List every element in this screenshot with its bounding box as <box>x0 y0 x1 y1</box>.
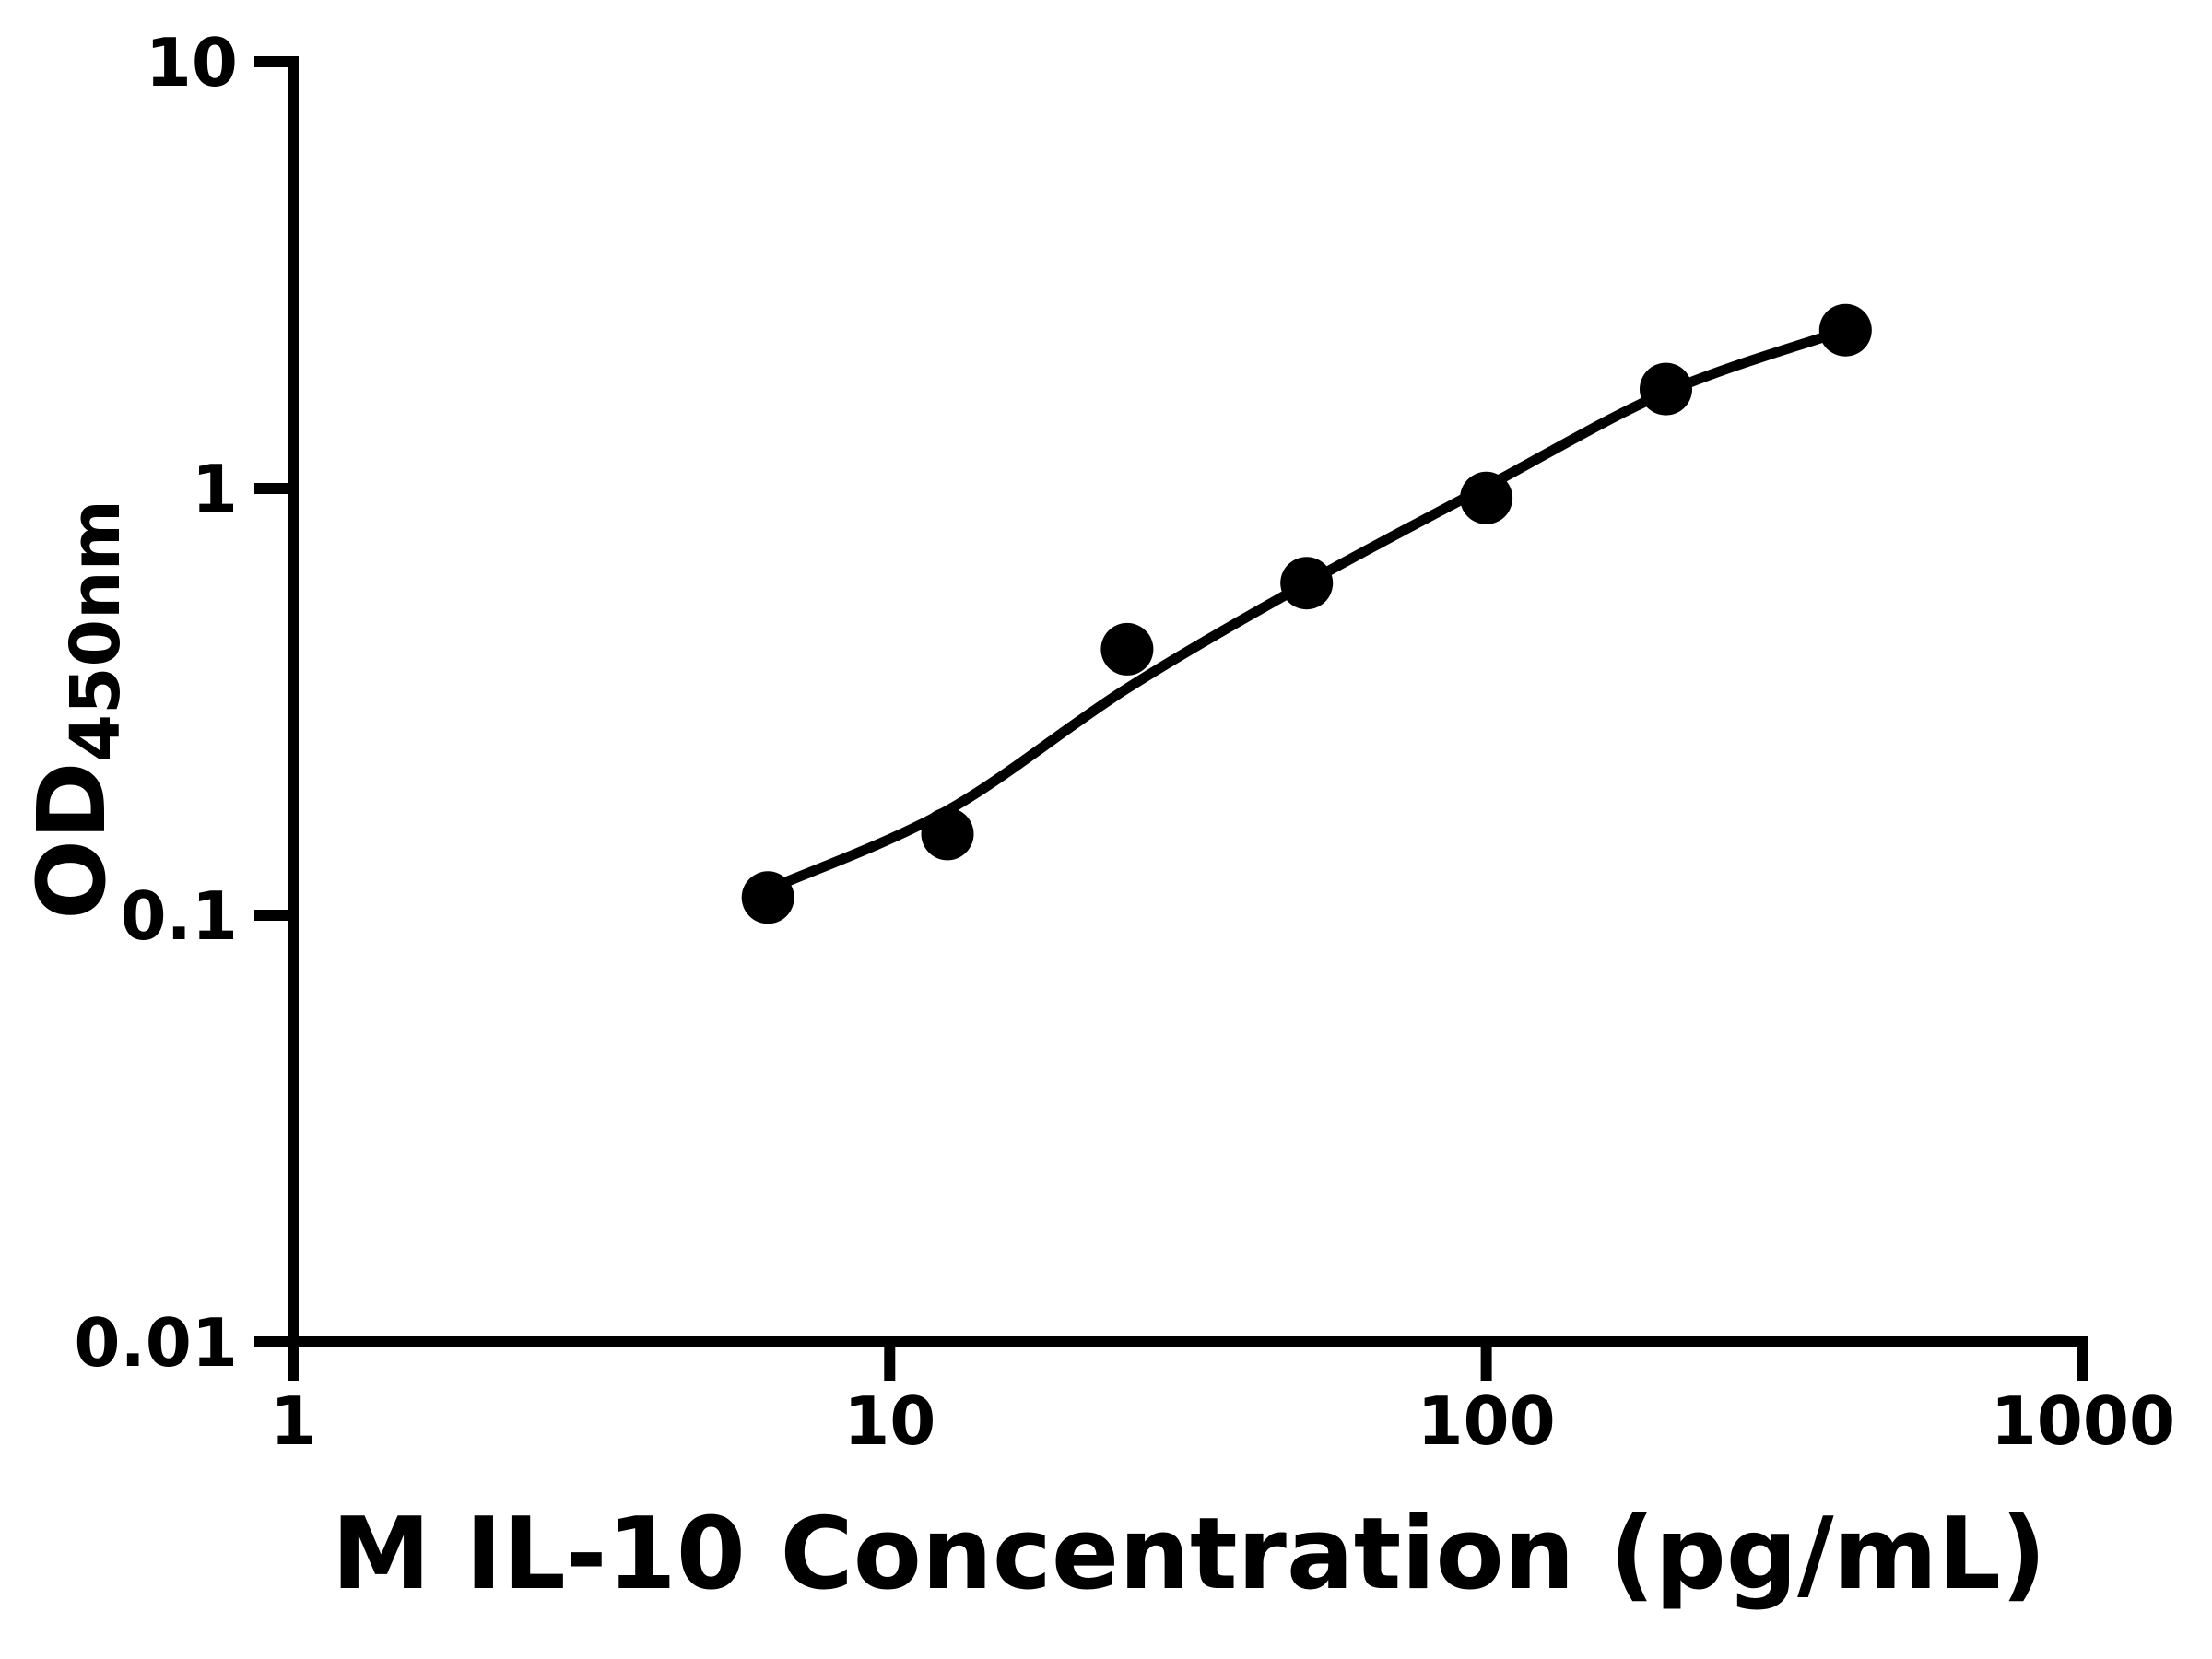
data-point <box>1460 471 1513 524</box>
y-tick-label: 10 <box>146 24 238 101</box>
data-point <box>1100 622 1154 676</box>
y-tick-label: 0.01 <box>74 1304 238 1382</box>
data-point <box>741 871 794 924</box>
x-tick-label: 10 <box>843 1382 935 1460</box>
data-point <box>921 807 974 861</box>
x-axis-title: M IL-10 Concentration (pg/mL) <box>332 1497 2047 1612</box>
y-axis-title: OD450nm <box>18 500 135 920</box>
y-tick-label: 1 <box>192 451 238 528</box>
plot-area: 0.01 0.1 1 10 1 10 100 1000 <box>74 24 2175 1460</box>
x-tick-label: 1 <box>270 1382 316 1460</box>
y-axis-title-main: OD <box>18 761 127 919</box>
x-tick-label: 1000 <box>1991 1382 2175 1460</box>
data-point <box>1640 362 1692 416</box>
y-tick-label: 0.1 <box>120 877 238 955</box>
data-point <box>1818 303 1872 357</box>
data-point <box>1280 557 1334 610</box>
y-axis-title-subscript: 450nm <box>56 500 135 761</box>
x-tick-label: 100 <box>1417 1382 1555 1460</box>
